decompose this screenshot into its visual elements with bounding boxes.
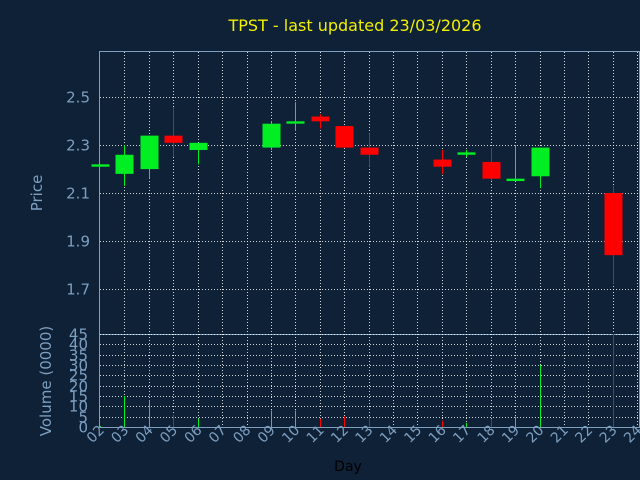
x-ticks: 02 03 04 05 06 07 08 09 10 11 12 13 14 15 16 17 18 19 20 21… — [84, 422, 640, 446]
candle-body — [506, 178, 525, 182]
volume-y-tick-label: 35 — [69, 347, 88, 365]
candle-body — [311, 116, 330, 122]
volume-y-tick-label: 25 — [69, 367, 88, 385]
volume-y-tick-label: 0 — [78, 419, 88, 437]
x-axis-label: Day — [334, 459, 362, 475]
candle-body — [457, 152, 476, 155]
candle-body — [164, 135, 183, 143]
candle-body — [189, 142, 208, 150]
candle-body — [604, 193, 623, 256]
candle-body — [91, 164, 110, 167]
price-y-tick-label: 1.9 — [66, 233, 90, 251]
candle-body — [360, 147, 379, 155]
candle-body — [286, 121, 305, 124]
candle-body — [140, 135, 159, 170]
chart-title: TPST - last updated 23/03/2026 — [227, 16, 481, 35]
candle-body — [433, 159, 452, 167]
volume-y-tick-label: 30 — [69, 357, 88, 375]
volume-y-tick-label: 10 — [69, 398, 88, 416]
candle-body — [335, 126, 354, 148]
price-y-ticks: 2.5 2.3 2.1 1.9 1.7 — [66, 89, 90, 299]
candle-body — [115, 154, 134, 174]
volume-y-tick-label: 5 — [78, 409, 88, 427]
volume-bars — [100, 334, 614, 427]
volume-y-tick-label: 40 — [69, 336, 88, 354]
price-y-tick-label: 1.7 — [66, 281, 90, 299]
candle-body — [482, 161, 501, 179]
volume-panel-background — [99, 334, 640, 428]
volume-y-tick-label: 15 — [69, 388, 88, 406]
price-y-tick-label: 2.3 — [66, 137, 90, 155]
candles — [91, 102, 623, 284]
candle-body — [531, 147, 550, 177]
volume-y-tick-label: 20 — [69, 378, 88, 396]
price-y-tick-label: 2.5 — [66, 89, 90, 107]
price-axis-label: Price — [28, 175, 46, 212]
price-y-tick-label: 2.1 — [66, 185, 90, 203]
candle-body — [262, 123, 281, 148]
volume-axis-label: Volume (0000) — [37, 326, 55, 436]
volume-y-tick-label: 45 — [69, 326, 88, 344]
price-grid — [100, 52, 639, 334]
